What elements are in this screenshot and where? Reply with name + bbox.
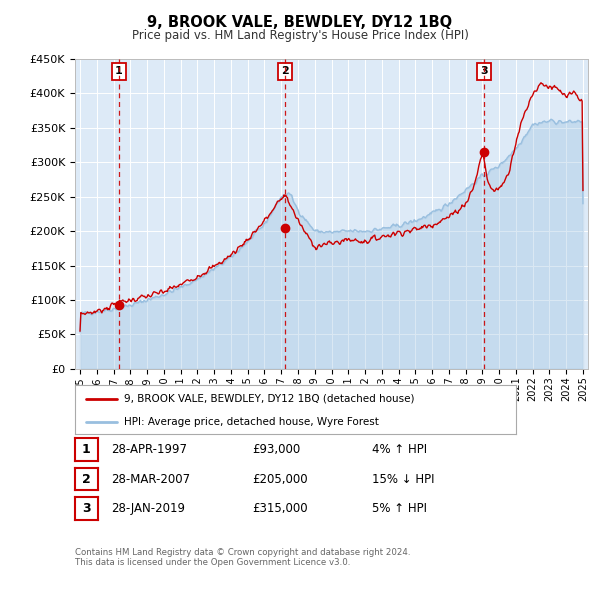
Text: 9, BROOK VALE, BEWDLEY, DY12 1BQ: 9, BROOK VALE, BEWDLEY, DY12 1BQ <box>148 15 452 30</box>
Text: 28-MAR-2007: 28-MAR-2007 <box>111 473 190 486</box>
Text: 4% ↑ HPI: 4% ↑ HPI <box>372 443 427 456</box>
Text: 15% ↓ HPI: 15% ↓ HPI <box>372 473 434 486</box>
Text: 9, BROOK VALE, BEWDLEY, DY12 1BQ (detached house): 9, BROOK VALE, BEWDLEY, DY12 1BQ (detach… <box>124 394 414 404</box>
Text: 28-JAN-2019: 28-JAN-2019 <box>111 502 185 515</box>
Text: HPI: Average price, detached house, Wyre Forest: HPI: Average price, detached house, Wyre… <box>124 417 379 427</box>
Text: £315,000: £315,000 <box>252 502 308 515</box>
Text: £93,000: £93,000 <box>252 443 300 456</box>
Text: 2: 2 <box>281 67 289 76</box>
Text: 3: 3 <box>82 502 91 515</box>
Text: 3: 3 <box>480 67 488 76</box>
Text: Price paid vs. HM Land Registry's House Price Index (HPI): Price paid vs. HM Land Registry's House … <box>131 29 469 42</box>
Text: Contains HM Land Registry data © Crown copyright and database right 2024.
This d: Contains HM Land Registry data © Crown c… <box>75 548 410 567</box>
Text: 28-APR-1997: 28-APR-1997 <box>111 443 187 456</box>
Text: £205,000: £205,000 <box>252 473 308 486</box>
Text: 1: 1 <box>82 443 91 456</box>
Text: 5% ↑ HPI: 5% ↑ HPI <box>372 502 427 515</box>
Text: 1: 1 <box>115 67 123 76</box>
Text: 2: 2 <box>82 473 91 486</box>
